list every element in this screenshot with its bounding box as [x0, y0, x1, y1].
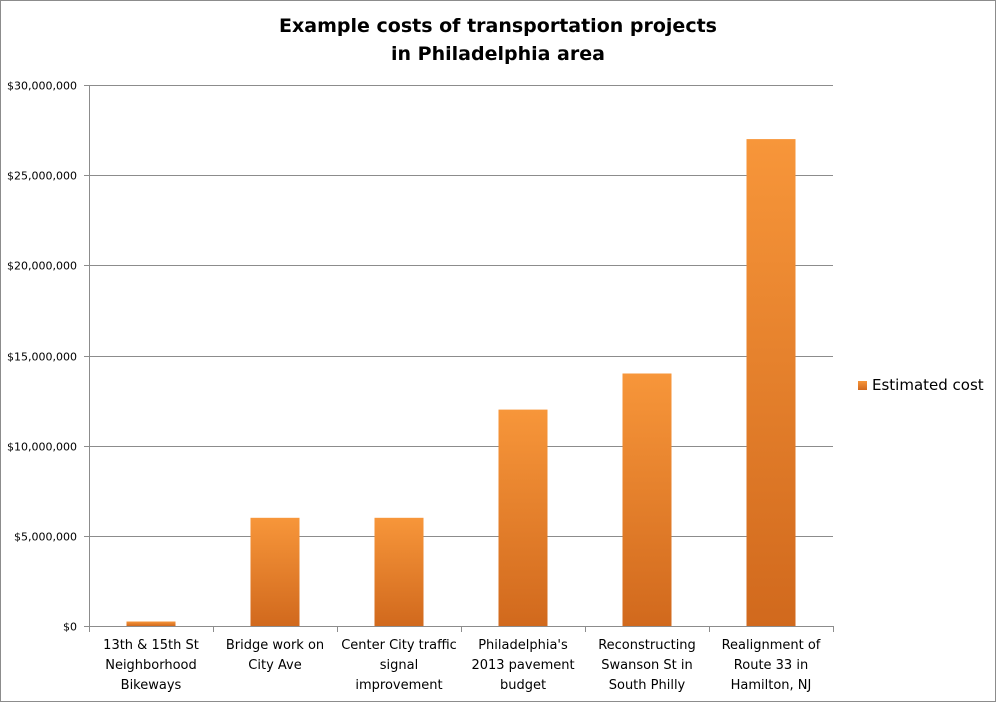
y-tick-label: $10,000,000 — [7, 441, 77, 454]
x-tick-label: Reconstructing Swanson St in South Philly — [585, 636, 709, 696]
x-tick-label: Philadelphia's 2013 pavement budget — [461, 636, 585, 696]
y-tick-label: $20,000,000 — [7, 260, 77, 273]
legend-label: Estimated cost — [872, 376, 984, 394]
y-tick-label: $15,000,000 — [7, 351, 77, 364]
x-tick-label-line: Swanson St in — [601, 658, 693, 673]
axes — [89, 85, 834, 632]
x-tick-label-line: 13th & 15th St — [103, 638, 199, 653]
chart-title: Example costs of transportation projects… — [0, 12, 996, 68]
x-tick-label-line: Neighborhood — [105, 658, 197, 673]
x-tick-label-line: Bridge work on — [225, 638, 325, 653]
chart-title-line-2: in Philadelphia area — [391, 43, 605, 65]
x-tick-label-line: signal — [379, 658, 419, 673]
x-tick-label-line: budget — [499, 678, 547, 693]
gridlines — [89, 85, 833, 627]
x-tick-label-line: City Ave — [248, 658, 302, 673]
x-tick-label: 13th & 15th St Neighborhood Bikeways — [89, 636, 213, 696]
bar — [622, 373, 672, 626]
y-axis-ticks: $0 $5,000,000 $10,000,000 $15,000,000 $20,00… — [7, 80, 89, 634]
legend-swatch — [858, 380, 867, 390]
x-tick-label-line: improvement — [355, 678, 443, 693]
x-tick-label: Realignment of Route 33 in Hamilton, NJ — [709, 636, 833, 696]
x-tick-label-line: Hamilton, NJ — [730, 678, 812, 693]
x-tick-label-line: Philadelphia's — [478, 638, 568, 653]
bars — [126, 139, 796, 626]
bar — [374, 517, 424, 626]
x-tick-label-line: Route 33 in — [733, 658, 809, 673]
bar — [746, 139, 796, 626]
chart-title-line-1: Example costs of transportation projects — [279, 15, 717, 37]
y-tick-label: $30,000,000 — [7, 80, 77, 93]
x-tick-label-line: Realignment of — [721, 638, 821, 653]
x-tick-label-line: Center City traffic — [341, 638, 457, 653]
y-tick-label: $25,000,000 — [7, 170, 77, 183]
legend: Estimated cost — [858, 376, 984, 394]
bar — [250, 517, 300, 626]
y-tick-label: $0 — [63, 621, 77, 634]
x-tick-label-line: Reconstructing — [598, 638, 696, 653]
x-tick-label: Center City traffic signal improvement — [337, 636, 461, 696]
bar — [498, 409, 548, 626]
x-tick-label-line: 2013 pavement — [471, 658, 575, 673]
bar — [126, 621, 176, 626]
x-tick-label-line: Bikeways — [120, 678, 182, 693]
x-tick-label: Bridge work on City Ave — [213, 636, 337, 676]
y-tick-label: $5,000,000 — [14, 531, 77, 544]
x-tick-label-line: South Philly — [608, 678, 686, 693]
